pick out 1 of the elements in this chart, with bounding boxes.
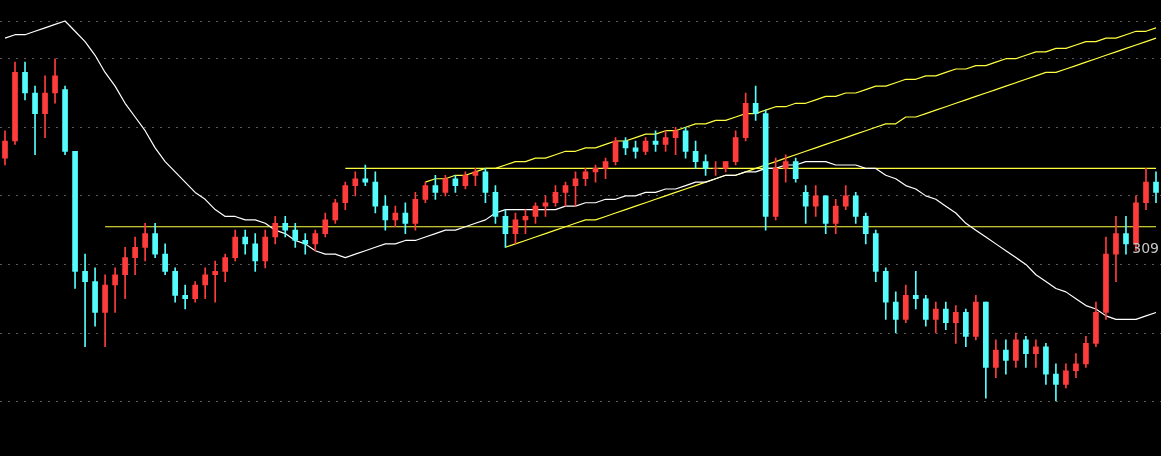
annotation: 309 bbox=[1132, 240, 1159, 256]
